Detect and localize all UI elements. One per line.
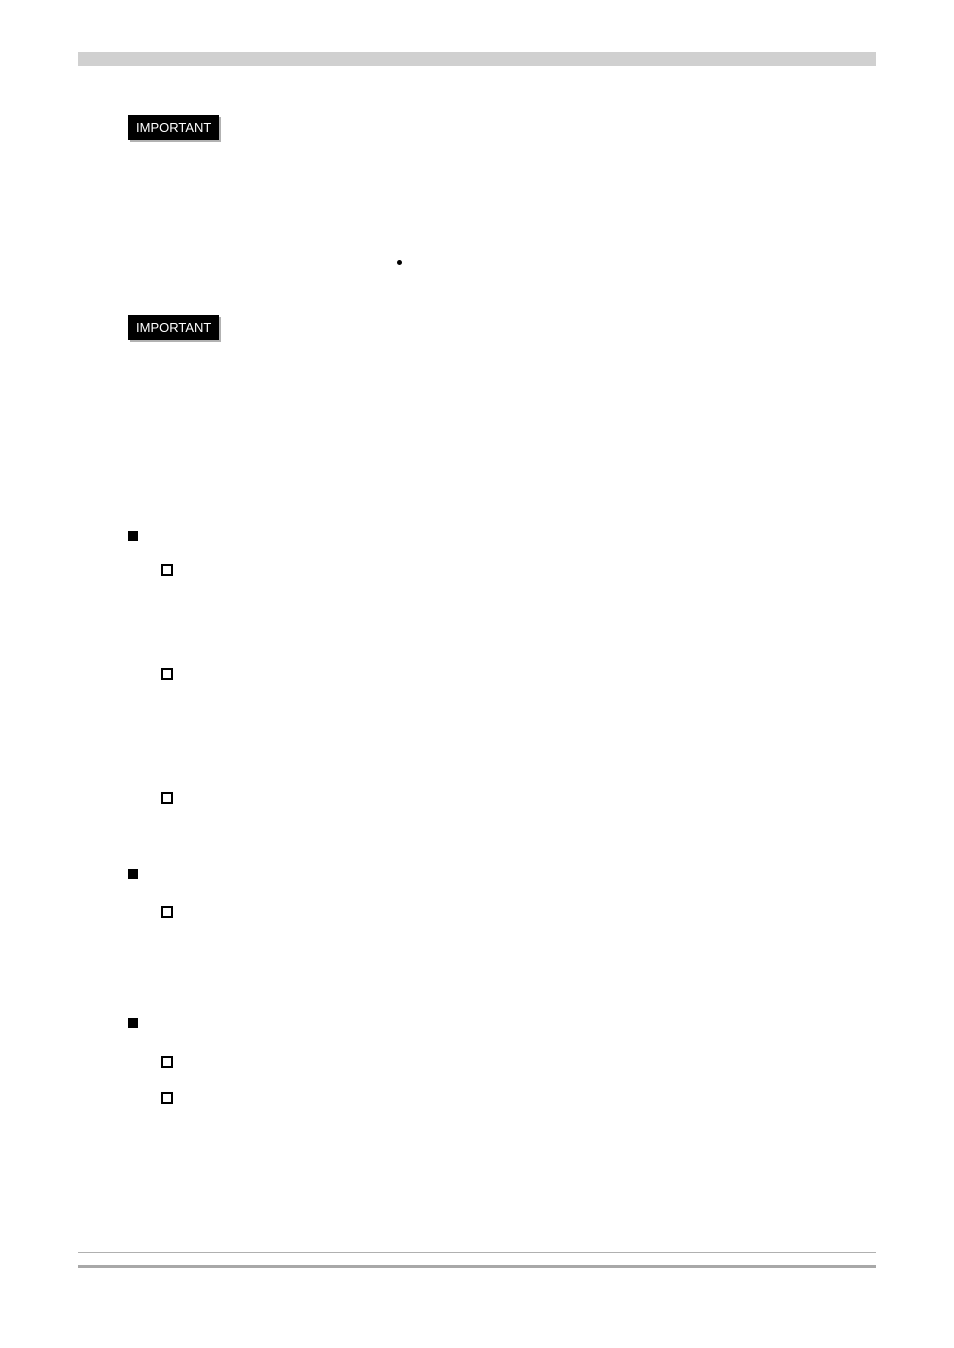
section-marker-filled [128,869,138,879]
footer-divider-thick [78,1265,876,1268]
header-bar [78,52,876,66]
important-label-2: IMPORTANT [128,315,219,340]
bullet-dot [397,260,402,265]
footer-divider-thin [78,1252,876,1253]
checkbox-outline [161,1092,173,1104]
checkbox-outline [161,906,173,918]
important-badge: IMPORTANT [128,115,219,140]
section-marker-filled [128,1018,138,1028]
checkbox-outline [161,668,173,680]
checkbox-outline [161,1056,173,1068]
important-badge: IMPORTANT [128,315,219,340]
checkbox-outline [161,792,173,804]
checkbox-outline [161,564,173,576]
important-label-1: IMPORTANT [128,115,219,140]
section-marker-filled [128,531,138,541]
